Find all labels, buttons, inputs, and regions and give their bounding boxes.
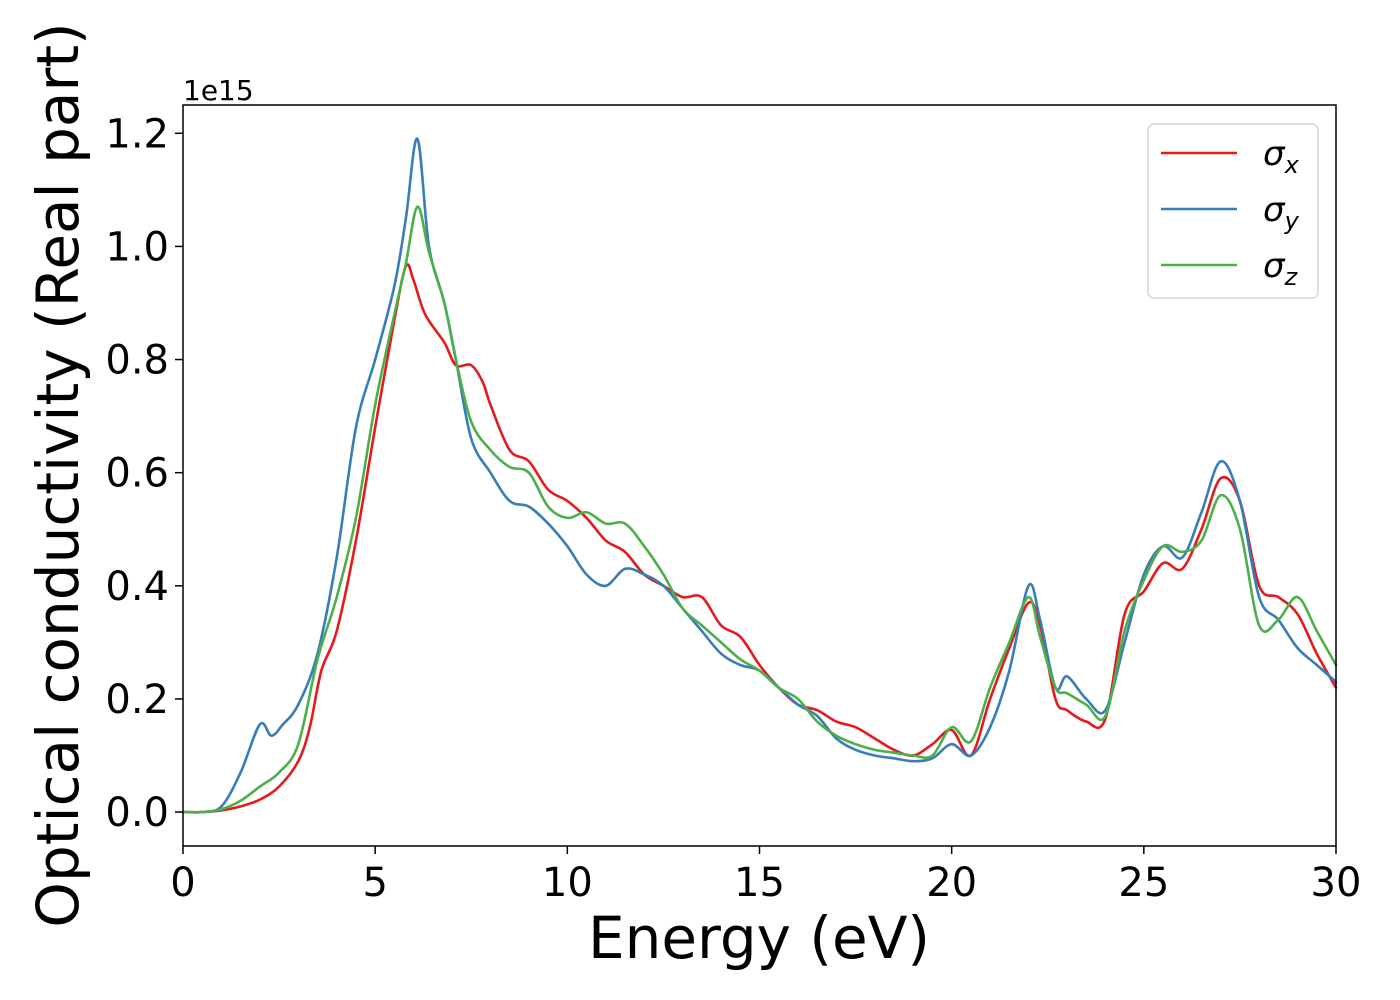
y-tick-label: 0.4	[105, 564, 169, 610]
plot-background	[183, 105, 1336, 846]
x-tick-label: 30	[1311, 860, 1362, 906]
legend-label-x: σx	[1263, 134, 1300, 179]
legend-entries: σx σy σz	[1161, 134, 1300, 291]
y-offset-text: 1e15	[183, 74, 254, 107]
legend-label-y: σy	[1263, 190, 1300, 235]
series-line-sigma-y	[181, 137, 1338, 814]
series-line-sigma-z	[181, 205, 1338, 814]
x-tick-label: 0	[170, 860, 195, 906]
legend: σx σy σz	[1147, 123, 1319, 299]
legend-label-z: σz	[1263, 246, 1299, 291]
x-axis-title: Energy (eV)	[588, 904, 930, 972]
x-tick-label: 20	[926, 860, 977, 906]
y-tick-label: 0.2	[105, 677, 169, 723]
series-layer	[181, 137, 1338, 814]
y-axis-title: Optical conductivity (Real part)	[24, 22, 92, 927]
x-tick-label: 15	[734, 860, 785, 906]
x-axis: 0 5 10 15 20 25 30	[170, 846, 1361, 906]
y-tick-label: 0.6	[105, 451, 169, 497]
y-axis: 0.0 0.2 0.4 0.6 0.8 1.0 1.2	[105, 111, 183, 836]
y-tick-label: 1.2	[105, 111, 169, 157]
y-tick-label: 0.0	[105, 790, 169, 836]
series-line-sigma-x	[181, 263, 1338, 814]
x-tick-label: 25	[1118, 860, 1169, 906]
x-tick-label: 5	[362, 860, 387, 906]
y-tick-label: 1.0	[105, 224, 169, 270]
y-tick-label: 0.8	[105, 338, 169, 384]
x-tick-label: 10	[542, 860, 593, 906]
legend-box	[1147, 123, 1319, 299]
